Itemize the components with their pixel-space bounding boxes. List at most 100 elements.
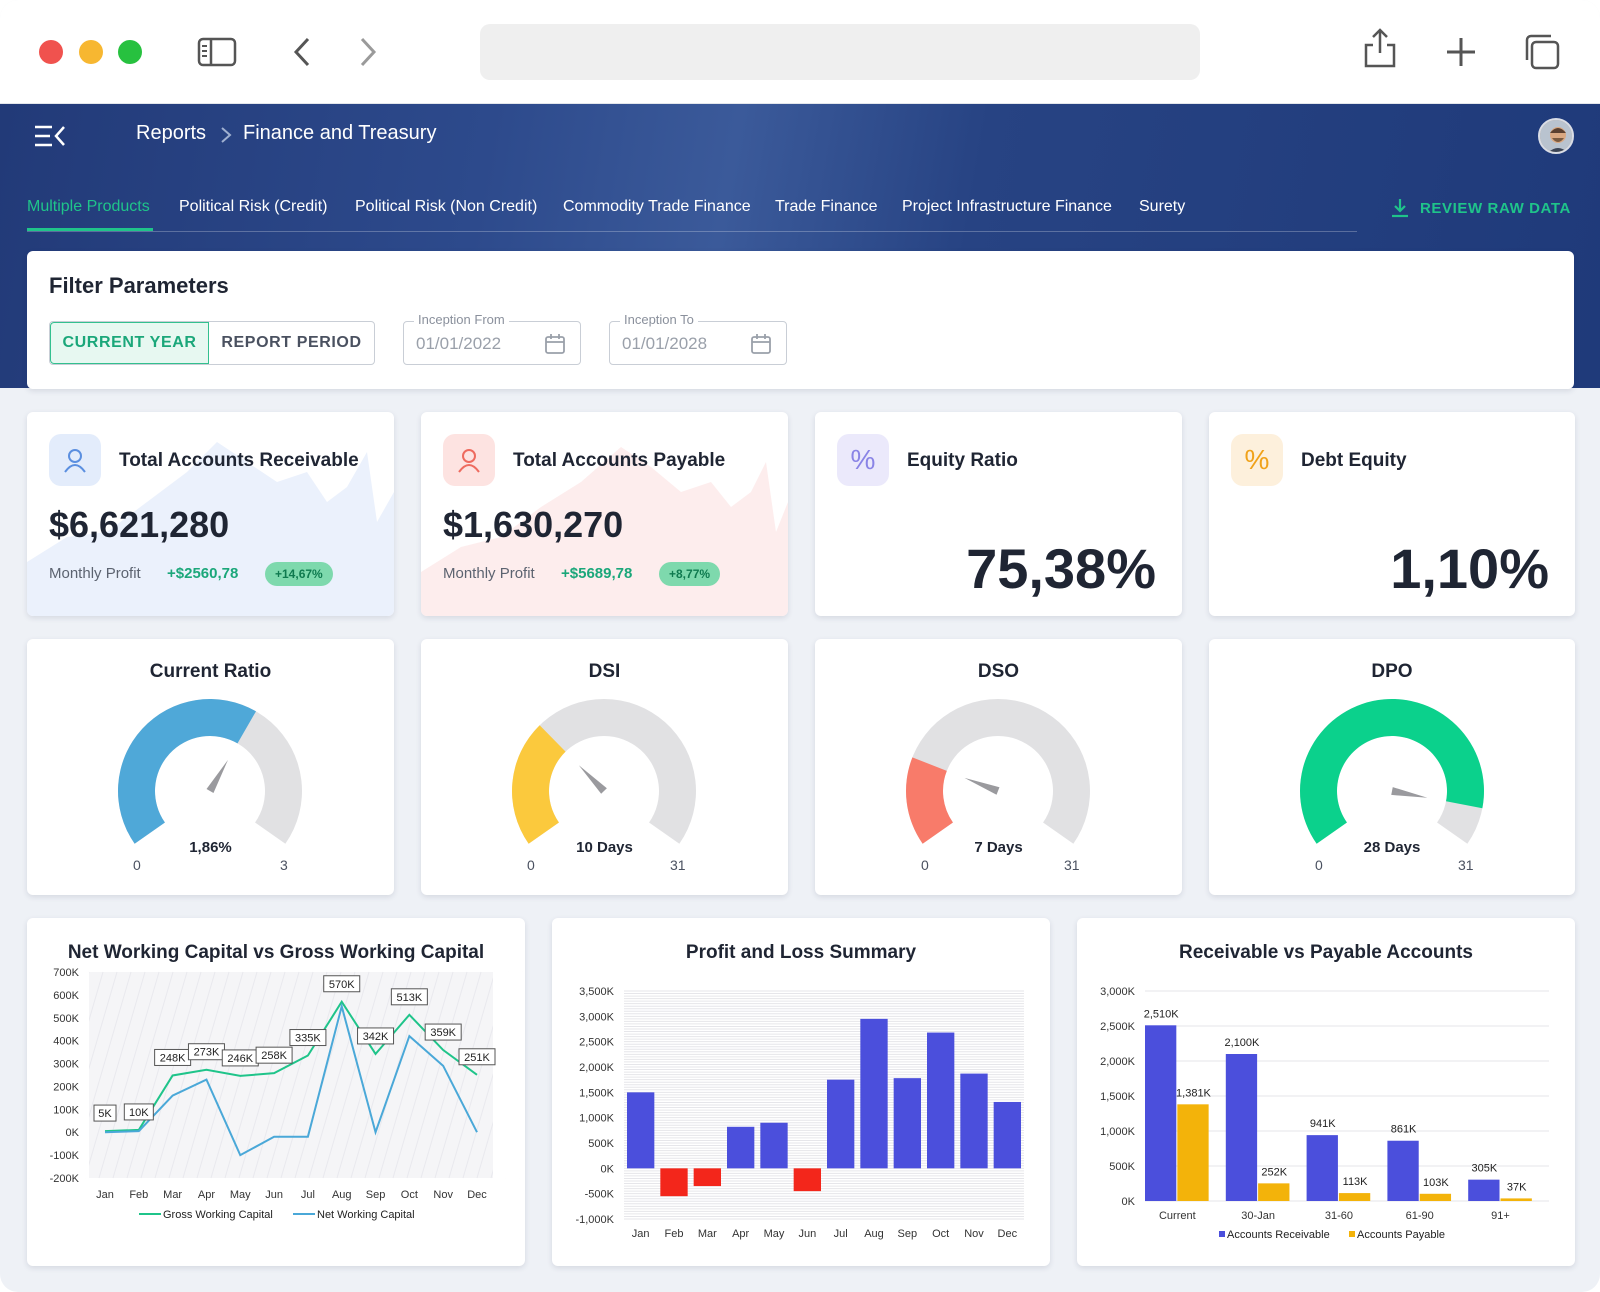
y-tick-label: 1,500K: [1100, 1091, 1136, 1103]
breadcrumb-current: Finance and Treasury: [243, 122, 437, 144]
x-tick-label: Jun: [265, 1189, 283, 1201]
x-tick-label: Jul: [834, 1228, 848, 1240]
data-label-box: [289, 1029, 327, 1047]
kpi-card-equity-ratio: % Equity Ratio 75,38%: [815, 412, 1182, 616]
bar: [1468, 1179, 1500, 1201]
hatch-line: [126, 971, 188, 1179]
kpi-title: Debt Equity: [1301, 450, 1407, 471]
data-label: 37K: [1507, 1181, 1527, 1193]
gauge-title: DPO: [1371, 661, 1413, 682]
y-tick-label: 600K: [53, 990, 79, 1002]
current-year-button[interactable]: CURRENT YEAR: [50, 322, 210, 364]
gauge-card-dso: DSO 7 Days 0 31: [815, 639, 1182, 895]
chart-title: Receivable vs Payable Accounts: [1179, 942, 1473, 963]
kpi-subtitle: Monthly Profit: [443, 565, 535, 582]
bar: [1387, 1140, 1419, 1201]
gauge-min: 0: [527, 857, 535, 873]
chart-card-profit-loss: Profit and Loss Summary 3,500K 3,000K 2,50…: [552, 918, 1050, 1266]
menu-collapse-icon[interactable]: [34, 124, 66, 153]
hatch-line: [420, 971, 482, 1179]
hatch-line: [336, 971, 398, 1179]
data-label: 251K: [464, 1052, 490, 1064]
legend-label: Gross Working Capital: [163, 1209, 273, 1221]
new-tab-icon[interactable]: [1444, 30, 1478, 74]
gauge-max: 31: [1064, 857, 1080, 873]
sidebar-toggle-icon[interactable]: [196, 30, 238, 74]
breadcrumb-reports[interactable]: Reports: [136, 122, 207, 144]
data-label: 246K: [227, 1053, 253, 1065]
x-tick-label: Dec: [467, 1189, 487, 1201]
hatch-line: [308, 971, 370, 1179]
tab-political-risk-credit[interactable]: Political Risk (Credit): [179, 198, 328, 215]
x-tick-label: Feb: [665, 1228, 684, 1240]
tab-multiple-products[interactable]: Multiple Products: [27, 198, 150, 215]
y-tick-label: 300K: [53, 1059, 79, 1071]
legend-swatch: [1219, 1231, 1225, 1237]
review-raw-data-button[interactable]: REVIEW RAW DATA: [1390, 198, 1571, 218]
dpo-gauge: [1300, 699, 1484, 844]
chart-title: Net Working Capital vs Gross Working Cap…: [67, 942, 485, 963]
data-label: 248K: [160, 1052, 186, 1064]
forward-arrow-icon[interactable]: [356, 30, 380, 74]
legend-label: Accounts Receivable: [1227, 1229, 1330, 1241]
inception-from-label: Inception From: [414, 312, 509, 327]
breadcrumb-chevron-icon: [220, 126, 232, 149]
data-label: 359K: [430, 1027, 456, 1039]
working-capital-line-chart: 700K 600K 500K 400K 300K 200K 100K 0K -100K -200K…: [27, 967, 525, 1221]
browser-toolbar: [0, 0, 1600, 104]
x-tick-label: 30-Jan: [1241, 1210, 1275, 1222]
data-label: 273K: [194, 1047, 220, 1059]
bar: [1177, 1104, 1209, 1201]
kpi-card-payable: Total Accounts Payable $1,630,270 Monthl…: [421, 412, 788, 616]
y-tick-label: 2,500K: [1100, 1021, 1136, 1033]
calendar-icon[interactable]: [750, 333, 772, 355]
hatch-mask: [493, 972, 525, 1178]
tab-commodity-trade-finance[interactable]: Commodity Trade Finance: [563, 198, 751, 215]
share-icon[interactable]: [1362, 26, 1398, 70]
data-label: 258K: [261, 1050, 287, 1062]
tab-overview-icon[interactable]: [1522, 30, 1562, 74]
calendar-icon[interactable]: [544, 333, 566, 355]
kpi-title: Equity Ratio: [907, 450, 1018, 471]
download-icon: [1392, 199, 1408, 218]
data-label: 335K: [295, 1033, 321, 1045]
tab-surety[interactable]: Surety: [1139, 198, 1186, 215]
avatar[interactable]: [1538, 118, 1574, 154]
inception-from-field[interactable]: Inception From 01/01/2022: [403, 312, 581, 365]
hatch-line: [84, 971, 146, 1179]
y-tick-label: 3,000K: [579, 1011, 615, 1023]
hatch-line: [238, 971, 300, 1179]
y-tick-label: 700K: [53, 967, 79, 979]
back-arrow-icon[interactable]: [290, 30, 314, 74]
x-tick-label: Feb: [129, 1189, 148, 1201]
data-label-box: [357, 1027, 395, 1045]
y-tick-label: -1,000K: [575, 1214, 614, 1226]
filter-parameters-card: Filter Parameters CURRENT YEAR REPORT PE…: [27, 251, 1574, 389]
hatch-line: [182, 971, 244, 1179]
data-label: 941K: [1310, 1118, 1336, 1130]
gauge-min: 0: [1315, 857, 1323, 873]
tab-trade-finance[interactable]: Trade Finance: [775, 198, 878, 215]
inception-to-field[interactable]: Inception To 01/01/2028: [609, 312, 787, 365]
dso-gauge: [906, 699, 1090, 844]
bar: [827, 1079, 855, 1169]
address-bar[interactable]: [480, 24, 1200, 80]
x-tick-label: Oct: [401, 1189, 418, 1201]
y-tick-label: 1,000K: [579, 1113, 615, 1125]
kpi-card-receivable: Total Accounts Receivable $6,621,280 Mon…: [27, 412, 394, 616]
kpi-subtitle: Monthly Profit: [49, 565, 141, 582]
maximize-window-button[interactable]: [118, 40, 142, 64]
gauge-min: 0: [133, 857, 141, 873]
tab-project-infrastructure-finance[interactable]: Project Infrastructure Finance: [902, 198, 1112, 215]
product-tabs: Multiple Products Political Risk (Credit…: [27, 186, 1357, 232]
report-period-button[interactable]: REPORT PERIOD: [221, 334, 362, 351]
hatch-mask: [27, 972, 89, 1178]
data-label-box: [255, 1046, 293, 1064]
close-window-button[interactable]: [39, 40, 63, 64]
minimize-window-button[interactable]: [79, 40, 103, 64]
y-tick-label: 2,500K: [579, 1037, 615, 1049]
x-tick-label: Jan: [96, 1189, 114, 1201]
tab-political-risk-non-credit[interactable]: Political Risk (Non Credit): [355, 198, 538, 215]
gauge-track: [906, 699, 1090, 844]
x-tick-label: 61-90: [1406, 1210, 1434, 1222]
